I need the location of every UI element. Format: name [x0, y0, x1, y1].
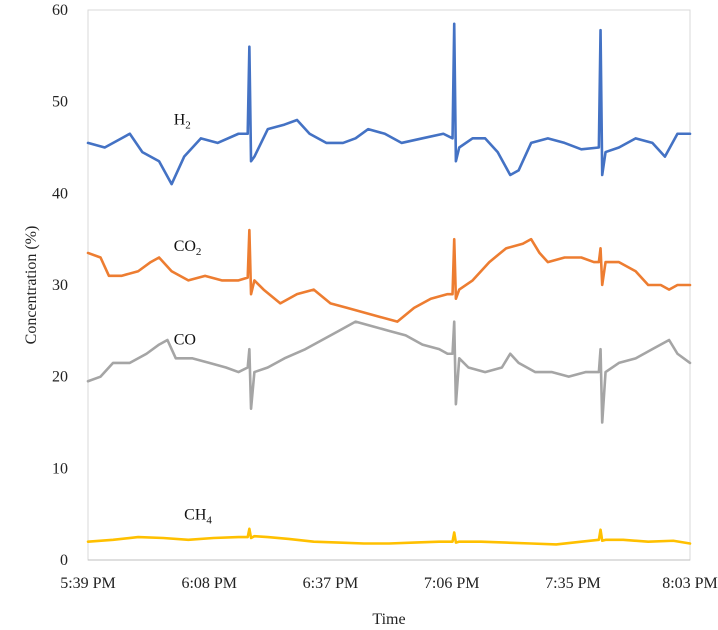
x-axis-title: Time	[372, 611, 405, 628]
x-axis-ticks: 5:39 PM 6:08 PM 6:37 PM 7:06 PM 7:35 PM 8:03 …	[60, 575, 718, 592]
x-tick-label: 5:39 PM	[60, 575, 116, 592]
series-lines	[86, 22, 692, 546]
series-label-subscript: 2	[196, 246, 202, 258]
series-line-co	[86, 320, 692, 424]
y-tick-label: 40	[52, 185, 68, 202]
y-tick-label: 50	[52, 94, 68, 111]
series-label-co: CO	[174, 332, 196, 349]
y-axis-title: Concentration (%)	[23, 226, 40, 345]
x-tick-label: 7:06 PM	[424, 575, 480, 592]
x-tick-label: 6:37 PM	[303, 575, 359, 592]
series-label-main: CO	[174, 238, 196, 255]
y-tick-label: 10	[52, 460, 68, 477]
series-label-h2: H2	[174, 112, 191, 132]
x-tick-label: 6:08 PM	[181, 575, 237, 592]
series-label-subscript: 2	[185, 120, 191, 132]
series-label-ch4: CH4	[184, 507, 212, 527]
y-tick-label: 30	[52, 277, 68, 294]
series-label-main: H	[174, 112, 186, 129]
series-label-main: CH	[184, 507, 207, 524]
y-axis-ticks: 0 10 20 30 40 50 60	[52, 2, 68, 569]
y-tick-label: 60	[52, 2, 68, 19]
series-label-co2: CO2	[174, 238, 202, 258]
series-label-main: CO	[174, 332, 196, 349]
series-line-h2	[86, 22, 692, 186]
series-label-subscript: 4	[206, 515, 212, 527]
x-tick-label: 8:03 PM	[662, 575, 718, 592]
series-line-co2	[86, 228, 692, 323]
x-tick-label: 7:35 PM	[545, 575, 601, 592]
series-line-ch4	[86, 527, 692, 546]
y-tick-label: 0	[60, 552, 68, 569]
plot-area-frame	[87, 9, 691, 561]
y-tick-label: 20	[52, 369, 68, 386]
